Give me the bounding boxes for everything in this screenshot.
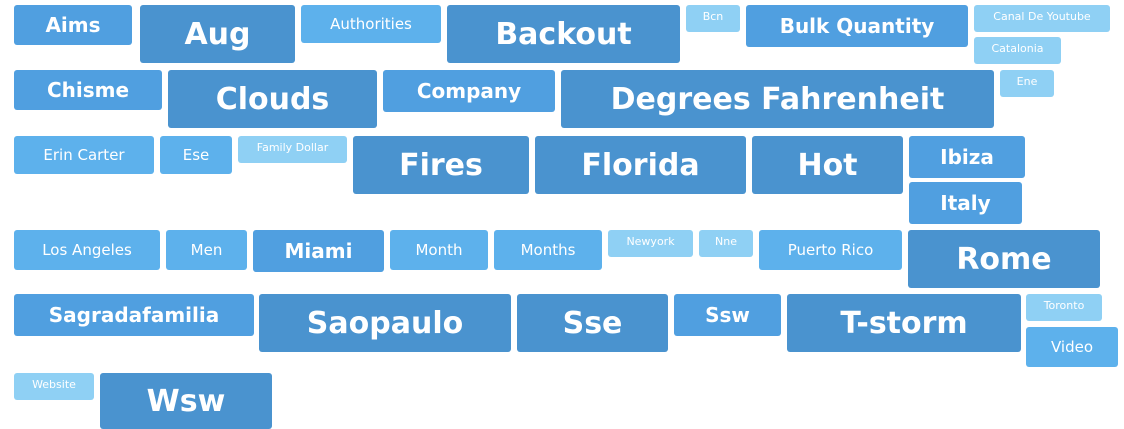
tag[interactable]: Chisme <box>14 70 162 110</box>
tag[interactable]: Sse <box>517 294 668 352</box>
tag[interactable]: Hot <box>752 136 903 194</box>
tag[interactable]: Wsw <box>100 373 272 429</box>
tag[interactable]: Puerto Rico <box>759 230 902 270</box>
tag[interactable]: Ese <box>160 136 232 174</box>
tag[interactable]: Rome <box>908 230 1100 288</box>
tag[interactable]: Aims <box>14 5 132 45</box>
tag[interactable]: Authorities <box>301 5 441 43</box>
tag[interactable]: Toronto <box>1026 294 1102 321</box>
tag[interactable]: Clouds <box>168 70 377 128</box>
tag[interactable]: Fires <box>353 136 529 194</box>
tag[interactable]: Los Angeles <box>14 230 160 270</box>
tag[interactable]: Canal De Youtube <box>974 5 1110 32</box>
tag[interactable]: Family Dollar <box>238 136 347 163</box>
tag[interactable]: Aug <box>140 5 295 63</box>
tag[interactable]: Ssw <box>674 294 781 336</box>
tag[interactable]: Video <box>1026 327 1118 367</box>
tag[interactable]: Bcn <box>686 5 740 32</box>
tag[interactable]: Italy <box>909 182 1022 224</box>
tag[interactable]: T-storm <box>787 294 1021 352</box>
tag[interactable]: Website <box>14 373 94 400</box>
tag[interactable]: Ene <box>1000 70 1054 97</box>
tag[interactable]: Nne <box>699 230 753 257</box>
tag[interactable]: Company <box>383 70 555 112</box>
tag[interactable]: Degrees Fahrenheit <box>561 70 994 128</box>
tag[interactable]: Miami <box>253 230 384 272</box>
tag[interactable]: Backout <box>447 5 680 63</box>
tag[interactable]: Months <box>494 230 602 270</box>
tag[interactable]: Bulk Quantity <box>746 5 968 47</box>
tag[interactable]: Month <box>390 230 488 270</box>
tag[interactable]: Florida <box>535 136 746 194</box>
tag[interactable]: Newyork <box>608 230 693 257</box>
tag[interactable]: Sagradafamilia <box>14 294 254 336</box>
tag[interactable]: Erin Carter <box>14 136 154 174</box>
tag[interactable]: Saopaulo <box>259 294 511 352</box>
tag[interactable]: Men <box>166 230 247 270</box>
tag[interactable]: Ibiza <box>909 136 1025 178</box>
tag[interactable]: Catalonia <box>974 37 1061 64</box>
